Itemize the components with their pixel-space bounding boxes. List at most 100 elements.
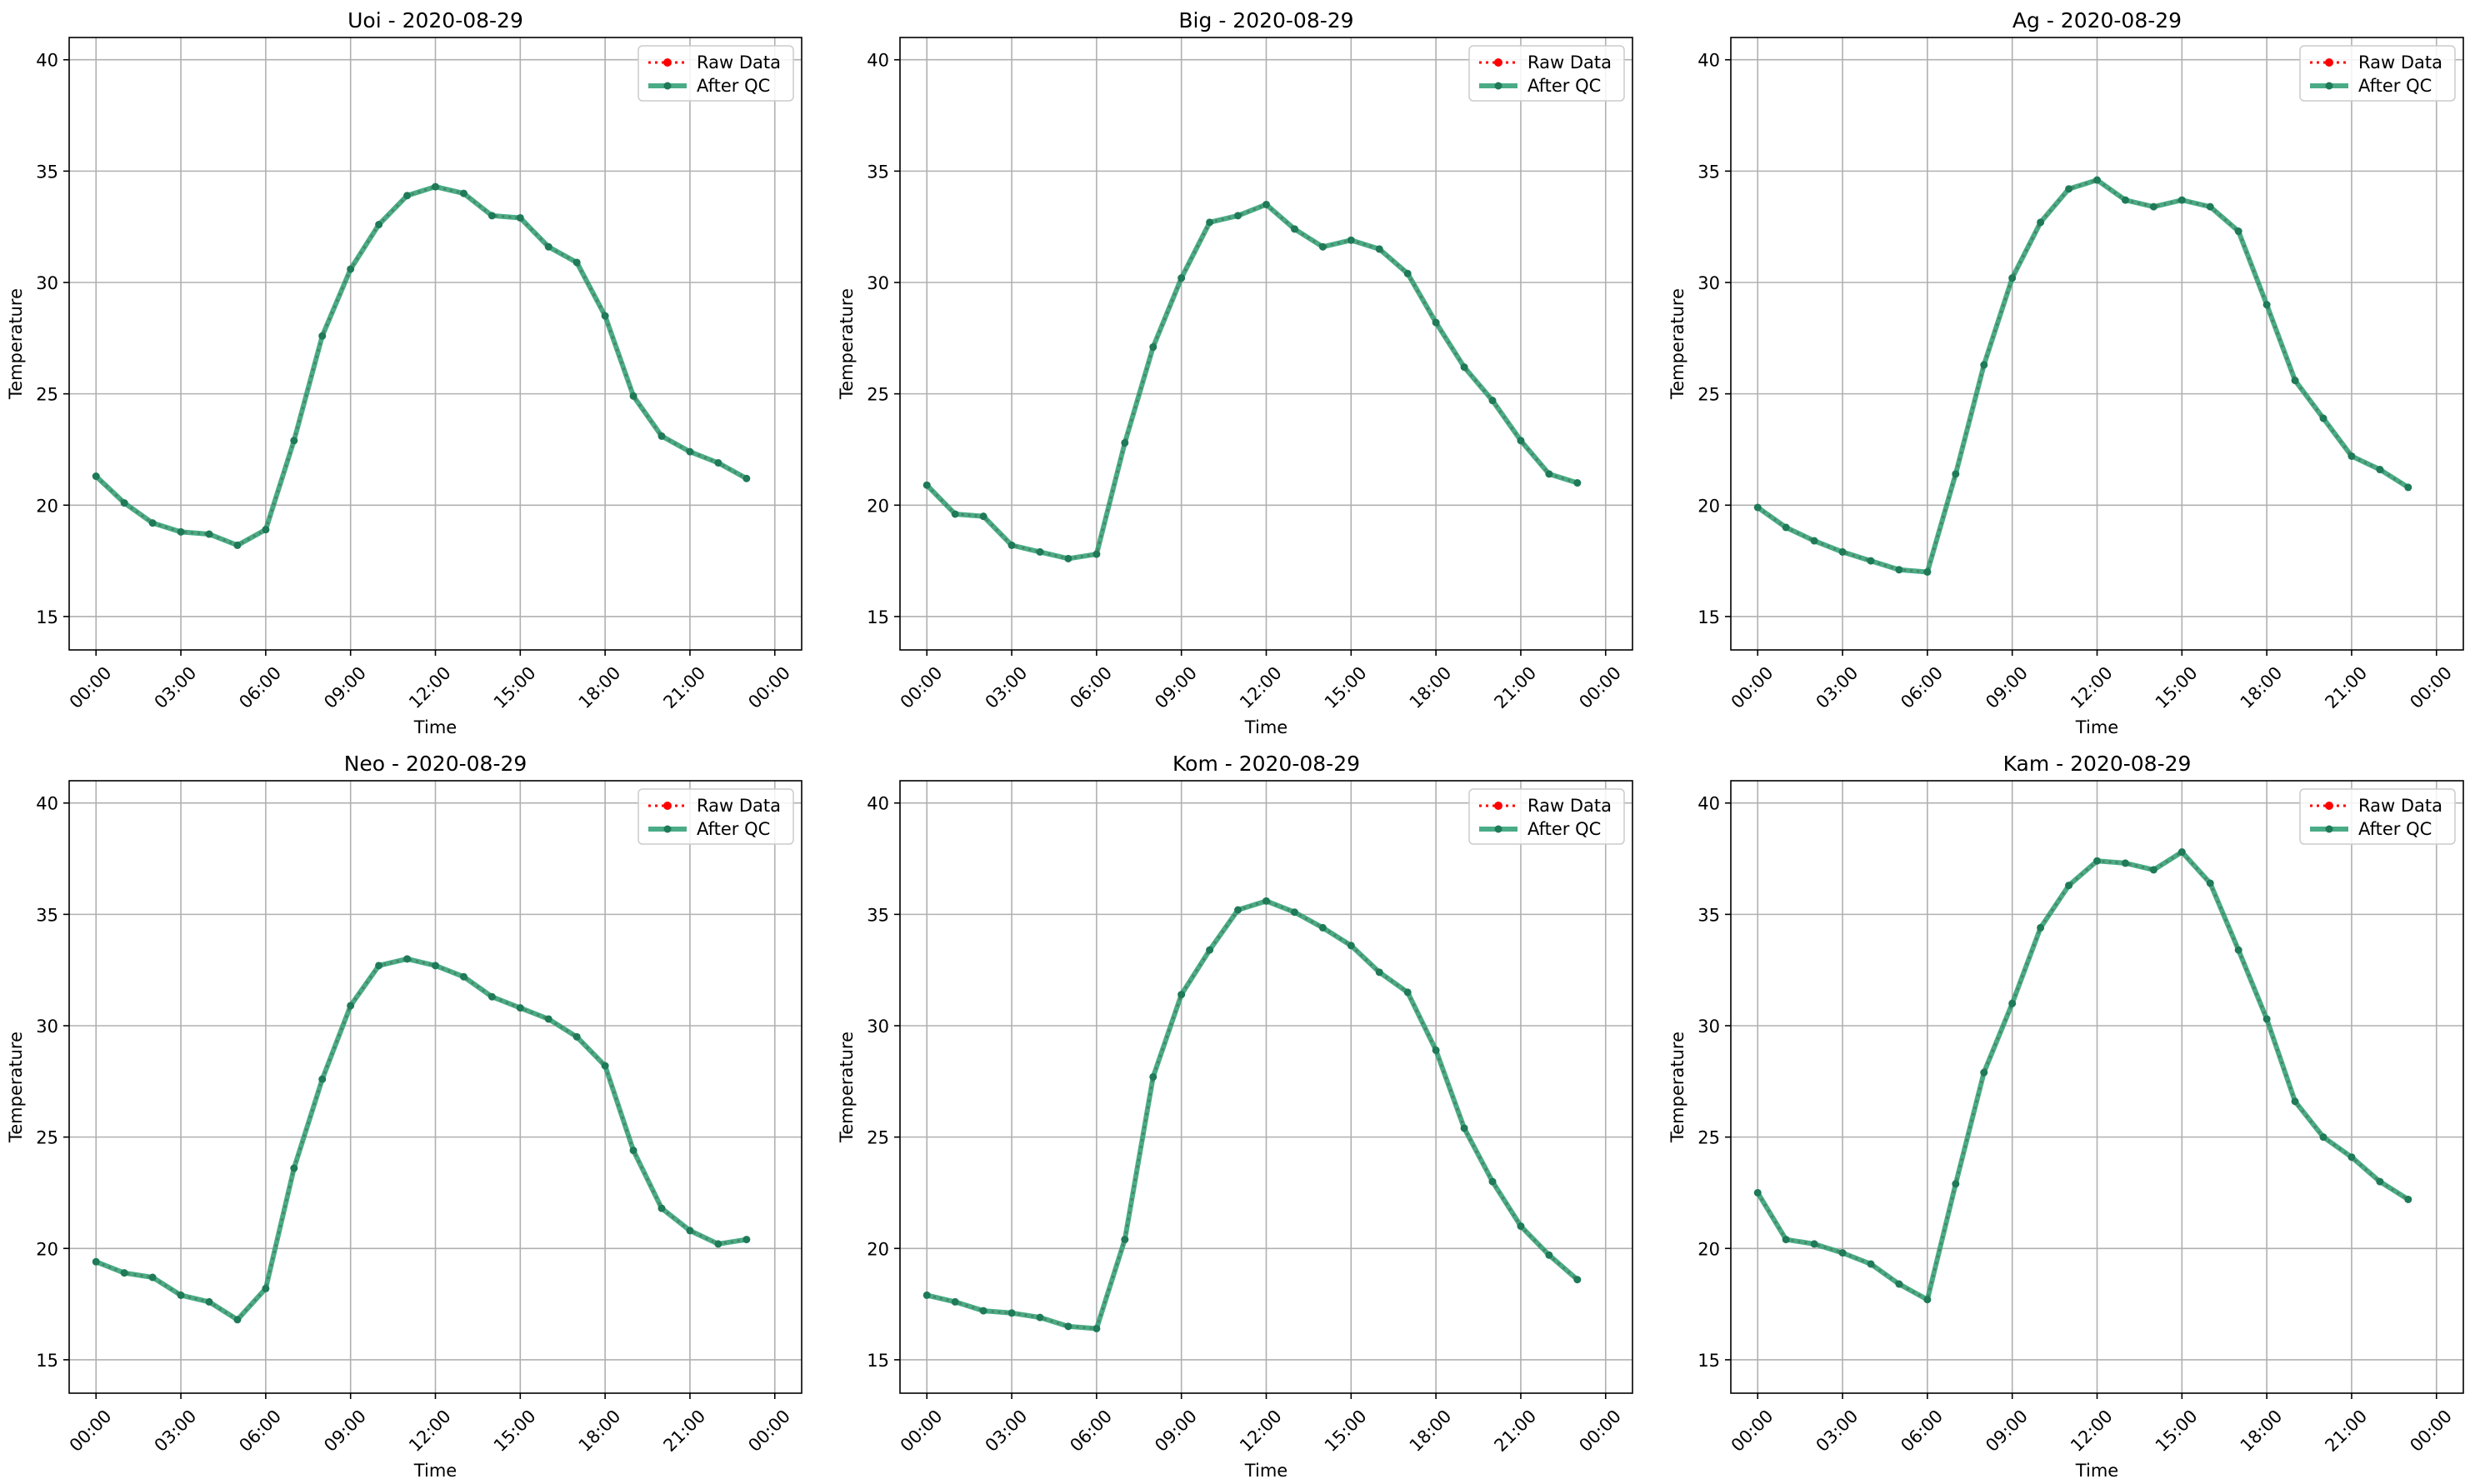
data-point-after-qc bbox=[1375, 245, 1383, 253]
data-point-after-qc bbox=[177, 527, 185, 536]
data-point-after-qc bbox=[1545, 470, 1553, 478]
data-point-after-qc bbox=[2037, 218, 2045, 227]
data-point-after-qc bbox=[1149, 343, 1158, 352]
data-point-after-qc bbox=[92, 1257, 100, 1266]
subplot-title: Kam - 2020-08-29 bbox=[2003, 752, 2192, 776]
legend-label-after-qc: After QC bbox=[697, 819, 770, 839]
data-point-after-qc bbox=[714, 1240, 722, 1248]
legend: Raw Data After QC bbox=[2299, 45, 2456, 102]
x-tick-label: 15:00 bbox=[490, 1406, 540, 1456]
x-tick-label: 00:00 bbox=[2406, 1406, 2456, 1456]
data-point-after-qc bbox=[1810, 1240, 1818, 1248]
x-tick-label: 09:00 bbox=[320, 662, 370, 712]
x-tick-label: 12:00 bbox=[2067, 1406, 2117, 1456]
series-line-after-qc bbox=[1755, 849, 2411, 1302]
data-point-after-qc bbox=[120, 1269, 128, 1277]
data-point-after-qc bbox=[1064, 1322, 1072, 1331]
data-point-after-qc bbox=[1178, 274, 1186, 282]
y-tick-label: 40 bbox=[1698, 51, 1720, 71]
data-point-after-qc bbox=[1206, 218, 1214, 227]
legend-label-raw-data: Raw Data bbox=[2358, 52, 2442, 72]
legend-label-raw-data: Raw Data bbox=[2358, 796, 2442, 816]
x-tick-label: 03:00 bbox=[982, 1406, 1032, 1456]
legend-marker-raw-data bbox=[1494, 802, 1502, 810]
y-axis-label: Temperature bbox=[837, 1032, 857, 1143]
data-point-after-qc bbox=[1262, 200, 1270, 208]
y-tick-label: 20 bbox=[867, 496, 889, 516]
data-point-after-qc bbox=[2262, 301, 2271, 309]
data-point-after-qc bbox=[1867, 1260, 1875, 1268]
data-point-after-qc bbox=[2291, 377, 2299, 385]
data-point-after-qc bbox=[1178, 991, 1186, 999]
data-point-after-qc bbox=[686, 447, 694, 456]
x-tick-label: 00:00 bbox=[1575, 662, 1625, 712]
data-point-after-qc bbox=[658, 1204, 666, 1212]
data-point-after-qc bbox=[403, 192, 412, 200]
y-tick-label: 25 bbox=[867, 1128, 889, 1148]
data-point-after-qc bbox=[1432, 1046, 1440, 1054]
data-point-after-qc bbox=[403, 955, 412, 963]
data-point-after-qc bbox=[2178, 196, 2186, 204]
data-point-after-qc bbox=[2008, 274, 2017, 282]
data-point-after-qc bbox=[2234, 227, 2242, 236]
y-tick-label: 40 bbox=[36, 51, 58, 71]
data-point-after-qc bbox=[658, 432, 666, 440]
x-tick-label: 06:00 bbox=[1897, 1406, 1947, 1456]
data-point-after-qc bbox=[1460, 1124, 1468, 1132]
data-point-after-qc bbox=[2291, 1097, 2299, 1106]
data-point-after-qc bbox=[2149, 202, 2158, 211]
data-point-after-qc bbox=[1318, 923, 1327, 932]
data-point-after-qc bbox=[318, 332, 327, 340]
x-tick-label: 00:00 bbox=[744, 662, 794, 712]
x-tick-label: 00:00 bbox=[1728, 662, 1778, 712]
y-tick-label: 25 bbox=[36, 385, 58, 405]
x-tick-label: 21:00 bbox=[659, 1406, 709, 1456]
data-point-after-qc bbox=[1980, 1068, 1988, 1077]
x-tick-label: 15:00 bbox=[2152, 662, 2202, 712]
data-point-after-qc bbox=[233, 1316, 242, 1324]
legend-label-raw-data: Raw Data bbox=[1528, 796, 1612, 816]
x-tick-label: 15:00 bbox=[2152, 1406, 2202, 1456]
subplot-title: Neo - 2020-08-29 bbox=[344, 752, 528, 776]
series-line-raw-data bbox=[1757, 178, 2409, 574]
data-point-after-qc bbox=[1573, 1276, 1582, 1284]
legend: Raw Data After QC bbox=[638, 45, 794, 102]
x-tick-label: 12:00 bbox=[2067, 662, 2117, 712]
x-tick-label: 12:00 bbox=[1236, 1406, 1286, 1456]
data-point-after-qc bbox=[375, 221, 383, 229]
data-point-after-qc bbox=[1753, 1188, 1762, 1197]
legend-marker-after-qc bbox=[2325, 82, 2333, 90]
y-axis-label: Temperature bbox=[837, 288, 857, 400]
y-tick-label: 30 bbox=[1698, 273, 1720, 293]
x-axis-label: Time bbox=[2075, 1461, 2118, 1481]
data-point-after-qc bbox=[1432, 318, 1440, 327]
data-point-after-qc bbox=[572, 258, 581, 267]
legend-marker-after-qc bbox=[663, 825, 672, 833]
data-point-after-qc bbox=[2262, 1015, 2271, 1023]
y-tick-label: 30 bbox=[36, 273, 58, 293]
data-point-after-qc bbox=[2093, 857, 2101, 865]
x-tick-label: 00:00 bbox=[2406, 662, 2456, 712]
subplot-2: 15 20 25 30 35 40 00:00 03:00 06:00 09:00 12:00 15:… bbox=[837, 8, 1633, 737]
data-point-after-qc bbox=[979, 512, 988, 521]
data-point-after-qc bbox=[375, 962, 383, 970]
y-tick-label: 35 bbox=[1698, 162, 1720, 182]
data-point-after-qc bbox=[205, 1297, 213, 1306]
data-point-after-qc bbox=[2404, 1195, 2412, 1203]
y-tick-label: 30 bbox=[1698, 1017, 1720, 1037]
data-point-after-qc bbox=[1952, 1180, 1960, 1188]
data-point-after-qc bbox=[1838, 547, 1847, 556]
series-line-after-qc bbox=[93, 956, 749, 1322]
data-point-after-qc bbox=[2376, 1177, 2384, 1186]
x-axis-label: Time bbox=[413, 1461, 457, 1481]
x-tick-label: 15:00 bbox=[490, 662, 540, 712]
y-axis-label: Temperature bbox=[6, 288, 26, 400]
subplot-4: 15 20 25 30 35 40 00:00 03:00 06:00 09:00 12:00 15:… bbox=[6, 752, 802, 1481]
data-point-after-qc bbox=[1517, 437, 1525, 445]
data-point-after-qc bbox=[1092, 550, 1101, 558]
data-point-after-qc bbox=[1867, 557, 1875, 565]
data-point-after-qc bbox=[1488, 1177, 1497, 1186]
legend: Raw Data After QC bbox=[638, 788, 794, 845]
data-point-after-qc bbox=[1460, 363, 1468, 372]
data-point-after-qc bbox=[1290, 225, 1298, 233]
